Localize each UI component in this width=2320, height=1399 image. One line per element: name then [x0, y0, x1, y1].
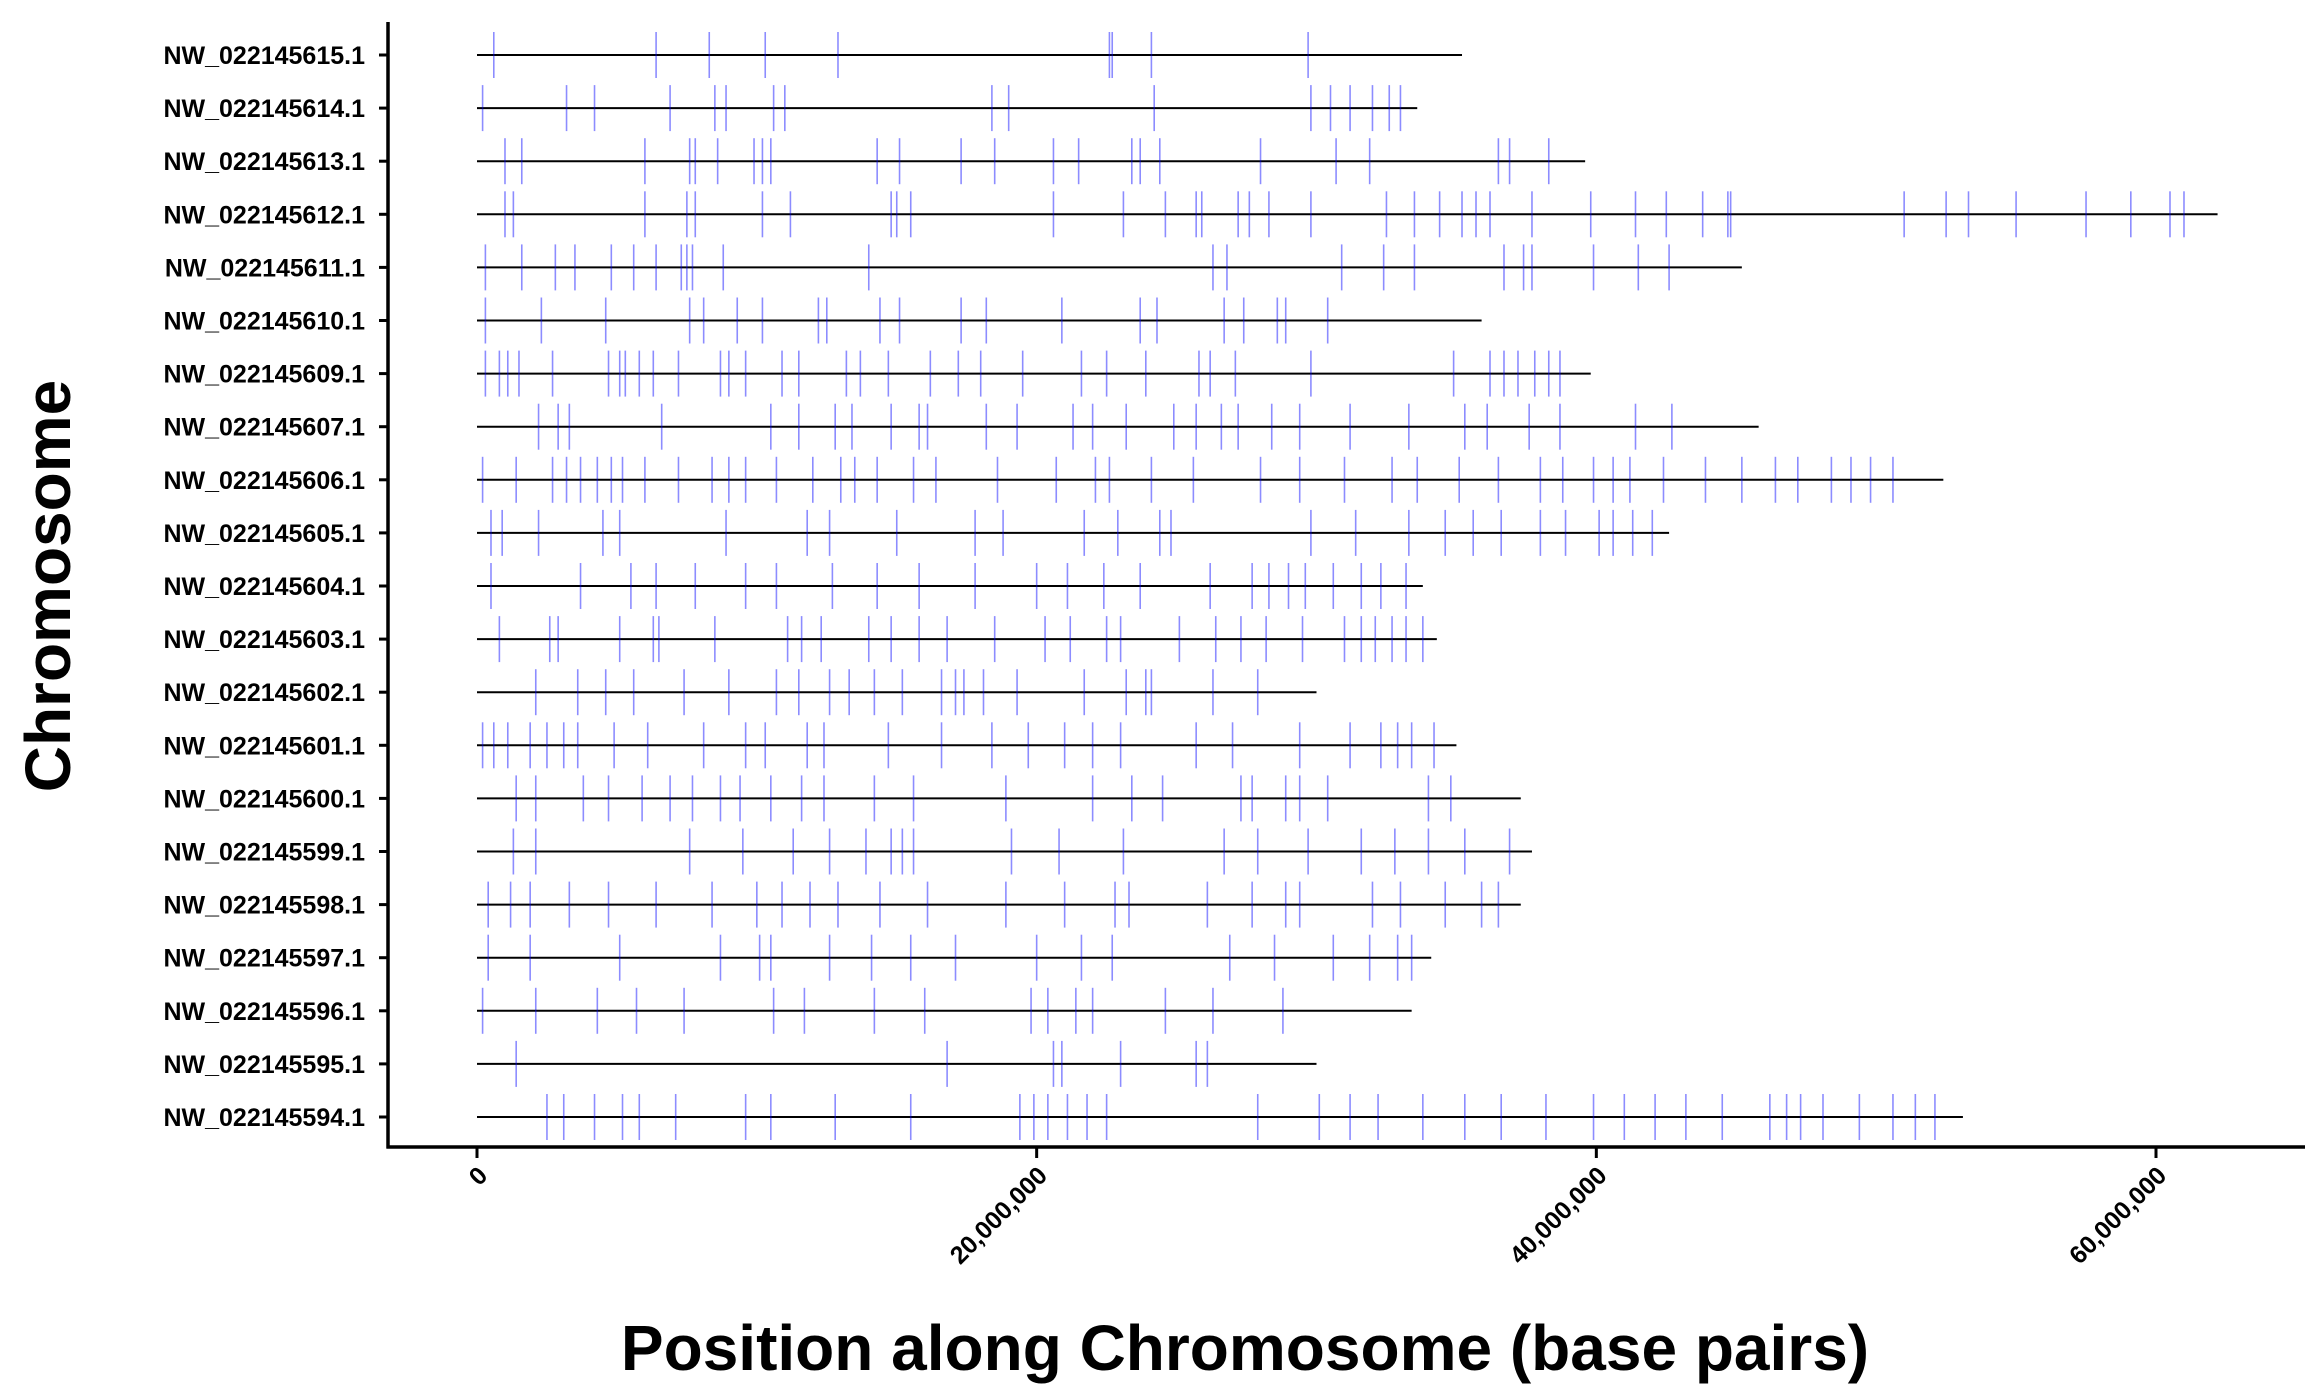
x-tick-label: 0: [464, 1161, 494, 1191]
y-tick-label: NW_022145604.1: [163, 573, 365, 601]
x-axis-ticks: 0 20,000,000 40,000,000 60,000,000: [464, 1147, 2172, 1270]
y-tick-label: NW_022145615.1: [163, 42, 365, 70]
y-axis-title: Chromosome: [12, 380, 84, 793]
y-tick-label: NW_022145602.1: [163, 679, 365, 707]
y-tick-label: NW_022145611.1: [165, 254, 365, 282]
y-tick-label: NW_022145597.1: [163, 945, 365, 973]
y-tick-label: NW_022145612.1: [163, 201, 365, 229]
x-axis-title: Position along Chromosome (base pairs): [621, 1312, 1869, 1384]
y-tick-label: NW_022145594.1: [163, 1104, 365, 1132]
y-tick-label: NW_022145603.1: [163, 626, 365, 654]
chromosome-lines: [477, 54, 2218, 1118]
y-tick-label: NW_022145613.1: [163, 148, 365, 176]
y-tick-label: NW_022145601.1: [163, 732, 365, 760]
y-tick-label: NW_022145610.1: [163, 308, 365, 336]
y-tick-label: NW_022145609.1: [163, 361, 365, 389]
y-tick-label: NW_022145595.1: [163, 1051, 365, 1079]
y-tick-label: NW_022145599.1: [163, 839, 365, 867]
y-axis-tick-labels: NW_022145615.1 NW_022145614.1 NW_022145613…: [163, 42, 388, 1132]
y-tick-label: NW_022145600.1: [163, 785, 365, 813]
y-tick-label: NW_022145607.1: [163, 414, 365, 442]
y-tick-label: NW_022145596.1: [163, 998, 365, 1026]
y-tick-label: NW_022145598.1: [163, 892, 365, 920]
y-tick-label: NW_022145605.1: [163, 520, 365, 548]
y-tick-label: NW_022145606.1: [163, 467, 365, 495]
x-tick-label: 60,000,000: [2064, 1161, 2172, 1269]
x-tick-label: 40,000,000: [1504, 1161, 1612, 1269]
x-tick-label: 20,000,000: [945, 1161, 1053, 1269]
position-marks: [481, 32, 2185, 1140]
y-tick-label: NW_022145614.1: [163, 95, 365, 123]
